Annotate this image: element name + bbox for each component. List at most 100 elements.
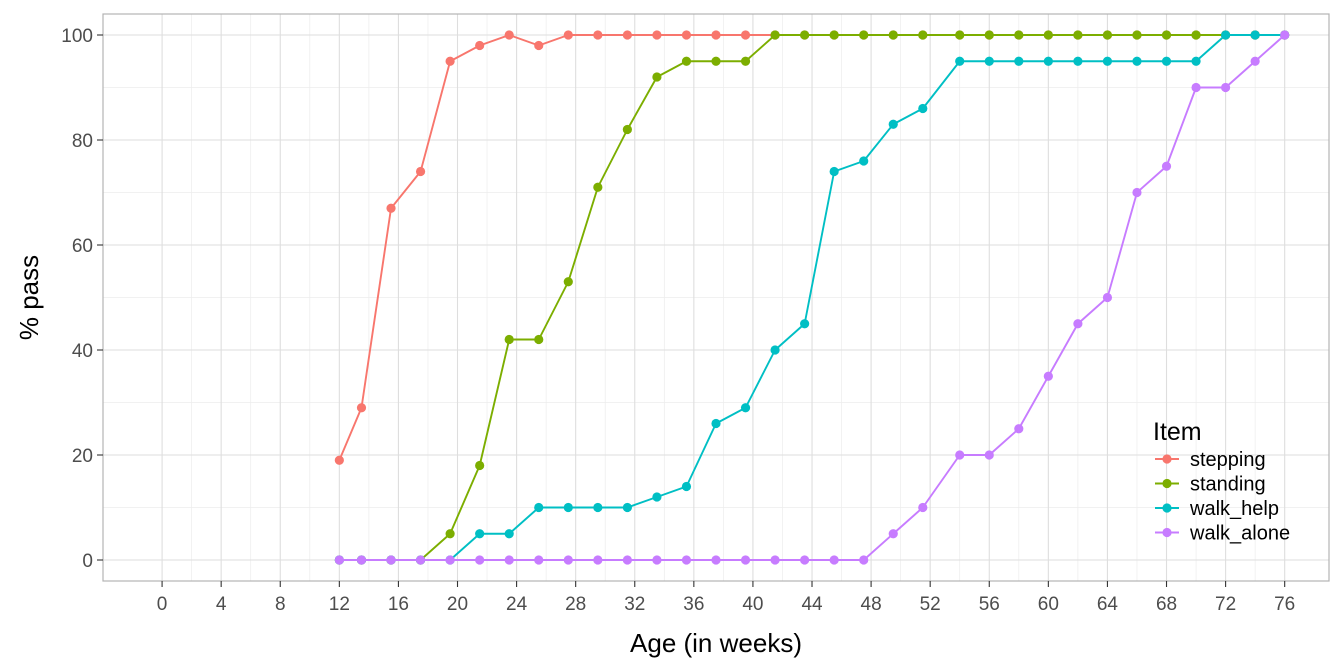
data-point [829,30,839,40]
data-point [652,72,662,82]
data-point [770,555,780,565]
data-point [1014,30,1024,40]
data-point [740,30,751,40]
data-point [888,529,898,539]
legend-item-walk_alone: walk_alone [1155,523,1290,545]
data-point [888,119,898,129]
x-tick-label: 48 [861,594,882,615]
data-point [681,56,692,66]
data-point [334,555,344,565]
data-point [652,30,662,40]
x-tick-label: 24 [506,594,528,615]
data-point [593,502,603,513]
data-point [888,30,898,40]
data-point [711,418,721,429]
data-point [918,502,928,513]
legend-title: Item [1153,418,1202,446]
data-point [1280,30,1290,40]
data-point [859,156,869,166]
data-point [593,182,603,192]
legend-key-point [1162,527,1172,538]
data-point [534,334,544,345]
data-point [475,529,485,539]
data-point [859,30,869,40]
data-point [1250,30,1260,40]
x-tick-label: 36 [683,594,704,615]
data-point [593,555,603,565]
data-point [955,56,965,66]
data-point [1191,30,1201,40]
x-tick-label: 68 [1156,594,1177,615]
data-point [1102,292,1113,303]
data-point [740,403,751,413]
data-point [800,319,810,329]
data-point [711,56,721,66]
data-point [800,555,810,565]
x-tick-label: 44 [801,594,823,615]
data-point [859,555,869,565]
data-point [475,460,485,471]
legend-label: walk_help [1189,498,1279,520]
data-point [1043,371,1053,381]
data-point [356,555,367,565]
data-point [415,166,426,177]
data-point [1221,82,1231,93]
data-point [652,555,662,565]
x-axis-title: Age (in weeks) [630,628,802,658]
data-point [1102,56,1113,66]
plot-panel-border [102,13,1330,582]
series-layer [334,30,1290,565]
x-axis-ticks: 0 4 8 12 16 20 24 28 32 36 40 44 48 52 56 60 64 68 72 76 [157,581,1295,615]
data-point [534,502,544,513]
y-axis-title: % pass [14,255,44,340]
data-point [504,30,514,40]
data-point [955,450,965,460]
data-point [415,555,426,565]
x-tick-label: 12 [329,594,350,615]
legend-key-point [1162,503,1172,513]
data-point [740,56,751,66]
y-tick-label: 40 [72,341,93,362]
legend-item-standing: standing [1155,474,1266,496]
data-point [1073,30,1083,40]
data-point [829,555,839,565]
y-tick-label: 20 [72,446,93,467]
legend-item-stepping: stepping [1155,449,1266,471]
y-tick-label: 100 [61,26,93,47]
data-point [711,555,721,565]
data-point [1221,30,1231,40]
legend-key-point [1162,478,1172,489]
data-point [800,30,810,40]
data-point [1102,30,1113,40]
data-point [681,481,692,492]
x-tick-label: 28 [565,594,586,615]
y-tick-label: 80 [72,131,93,152]
x-tick-label: 52 [920,594,941,615]
data-point [1073,319,1083,329]
series-standing [334,30,1290,565]
data-point [984,56,994,66]
data-point [770,30,780,40]
data-point [622,502,632,513]
data-point [475,40,485,51]
data-point [475,555,485,565]
legend-item-walk_help: walk_help [1155,498,1279,520]
data-point [984,30,994,40]
data-point [504,529,514,539]
data-point [445,555,455,565]
data-point [334,455,344,465]
data-point [681,555,692,565]
x-tick-label: 76 [1274,594,1295,615]
data-point [1161,56,1172,66]
data-point [918,30,928,40]
data-point [1132,30,1142,40]
data-point [622,555,632,565]
series-walk_alone [334,30,1290,565]
data-point [563,502,573,513]
data-point [563,30,573,40]
y-tick-label: 60 [72,236,93,257]
x-tick-label: 32 [624,594,645,615]
